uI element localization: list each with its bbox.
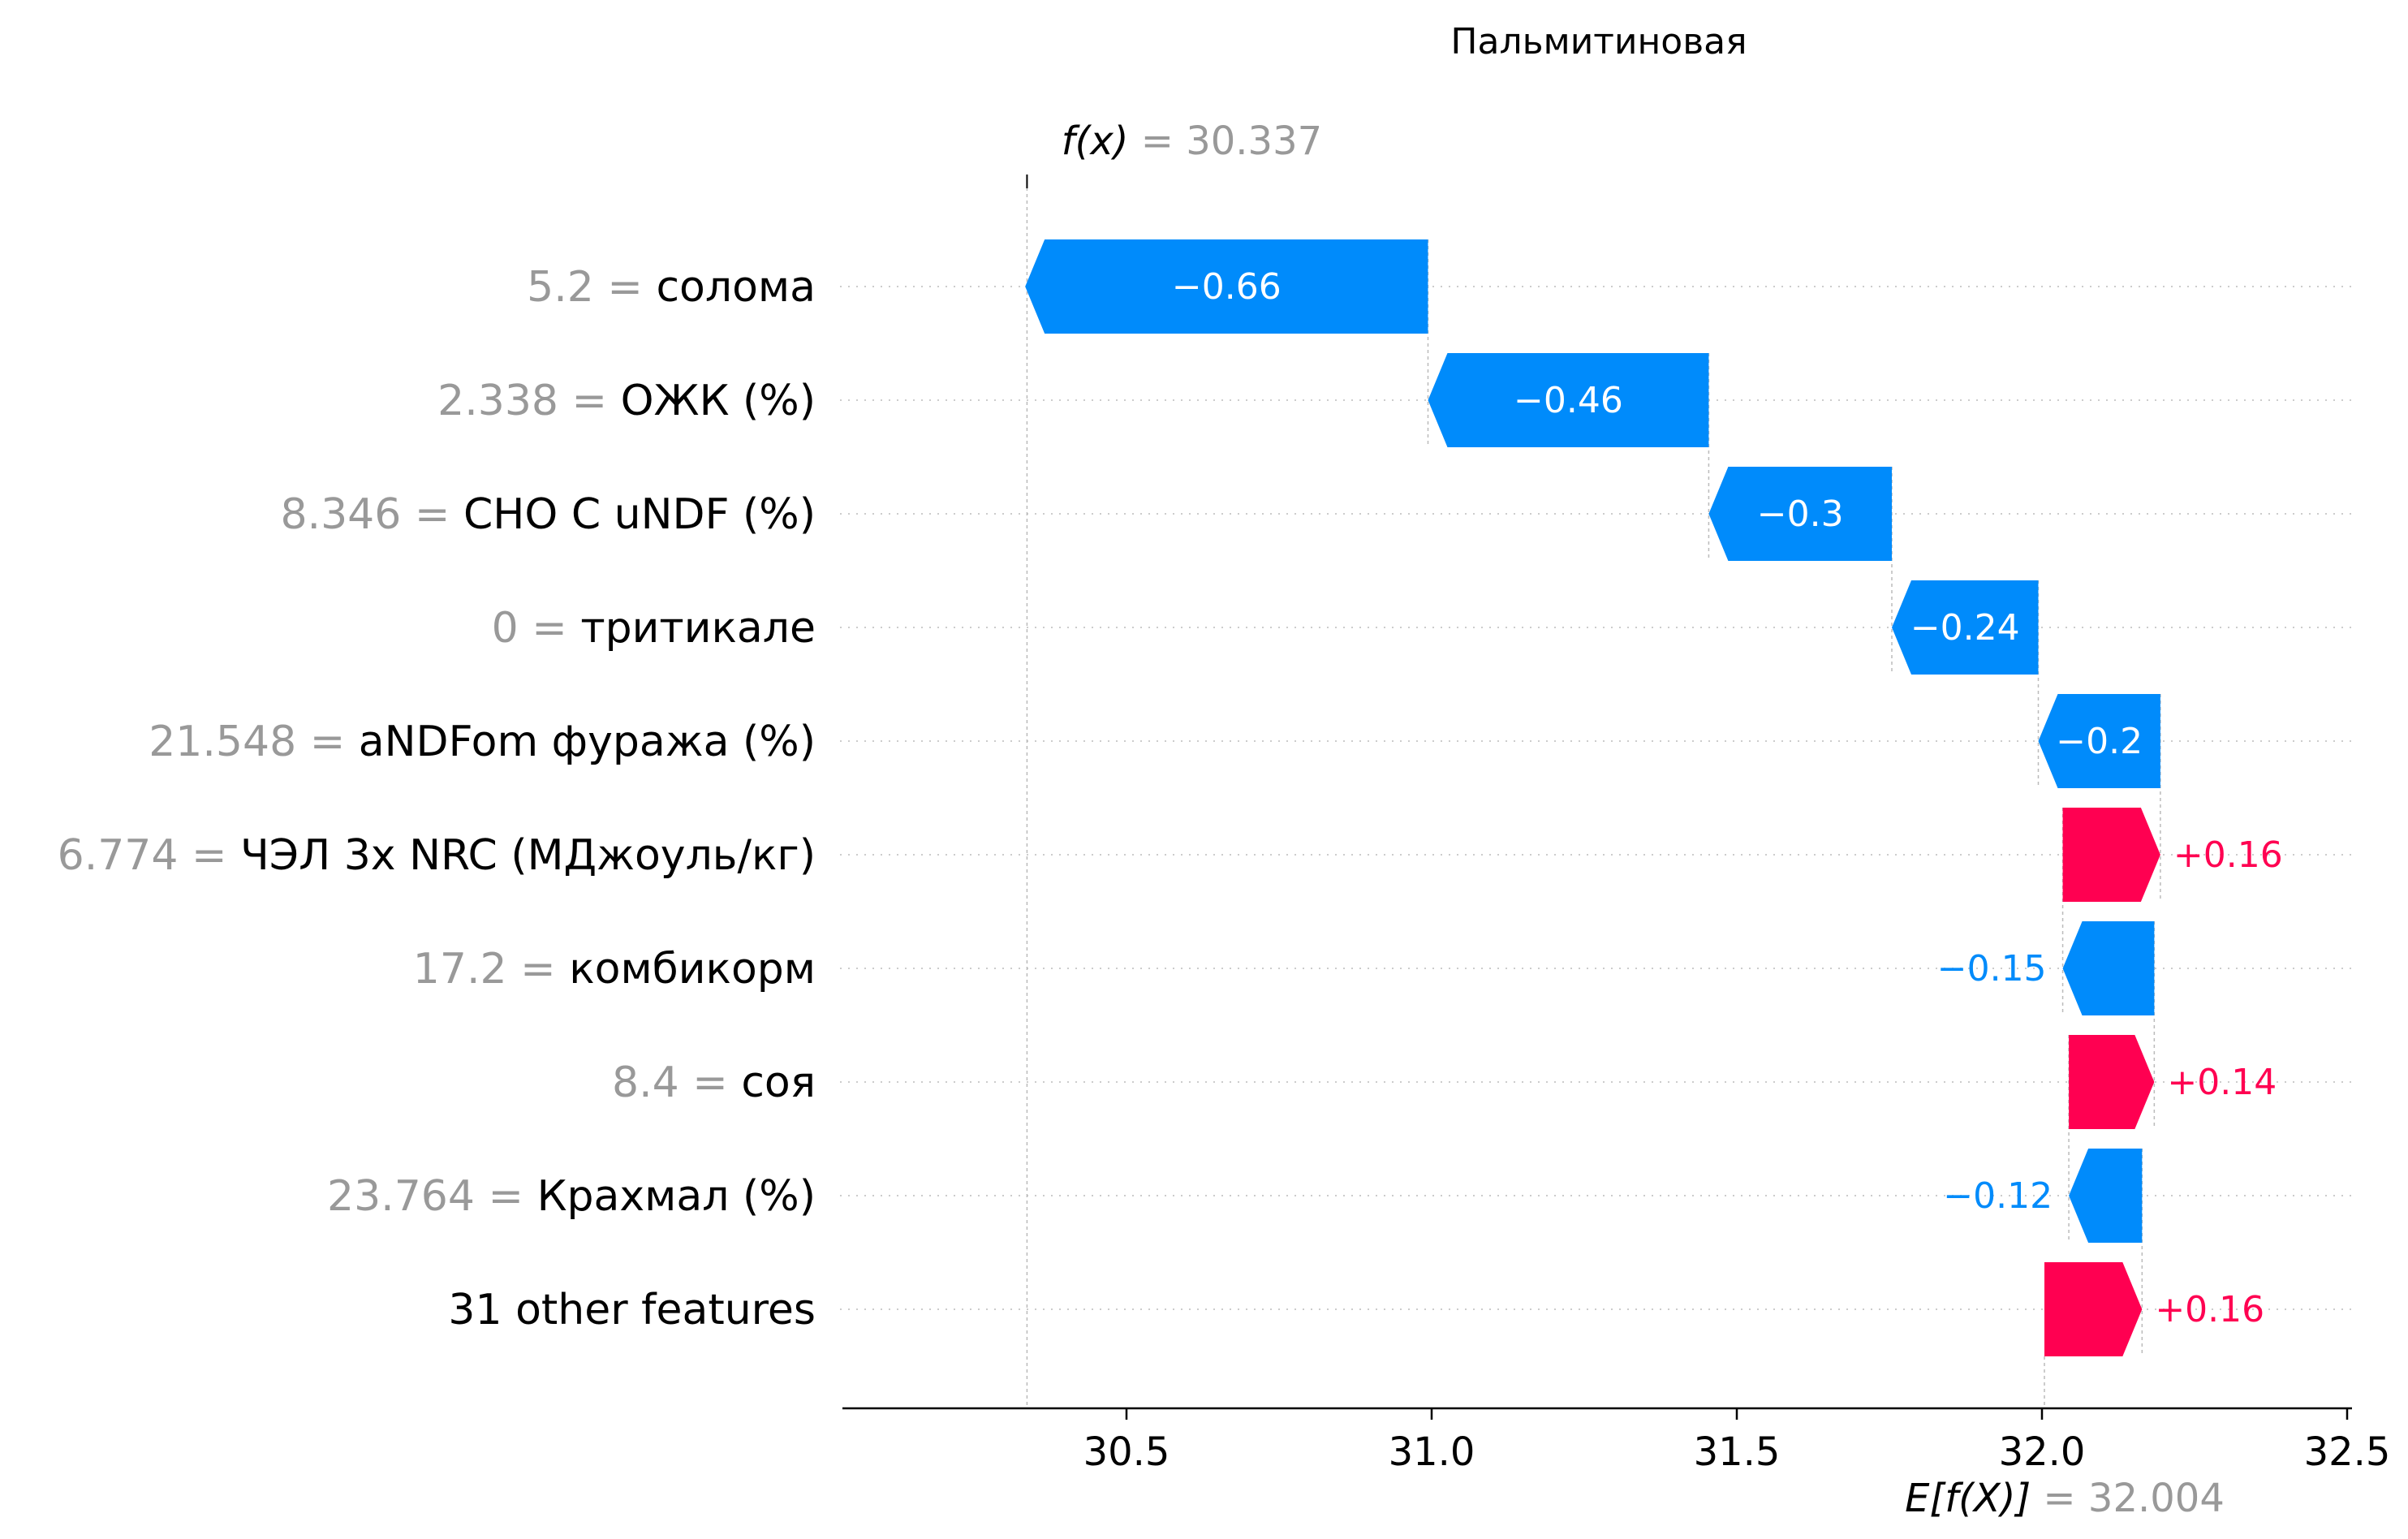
feature-label: 31 other features xyxy=(448,1286,816,1334)
x-tick-label: 30.5 xyxy=(1083,1429,1170,1475)
bar-value-label: +0.16 xyxy=(2173,834,2283,876)
bar xyxy=(2044,1262,2143,1356)
base-annotation-value: = 32.004 xyxy=(2031,1476,2225,1521)
feature-name: Крахмал (%) xyxy=(537,1172,816,1221)
feature-value: 8.346 = xyxy=(280,490,463,539)
bar xyxy=(1892,580,2039,675)
feature-value: 23.764 = xyxy=(327,1172,537,1221)
x-tick-label: 32.0 xyxy=(1999,1429,2086,1475)
feature-value: 5.2 = xyxy=(527,263,656,312)
bar-value-label: +0.16 xyxy=(2155,1289,2264,1330)
bars xyxy=(1025,239,2160,1356)
bar xyxy=(2069,1035,2155,1129)
bar-value-label: −0.24 xyxy=(1910,607,2020,649)
feature-name: 31 other features xyxy=(448,1286,816,1334)
feature-label: 8.346 = CHO C uNDF (%) xyxy=(280,490,816,539)
bar-value-label: −0.15 xyxy=(1937,948,2047,989)
feature-value: 0 = xyxy=(492,604,581,653)
feature-label: 6.774 = ЧЭЛ 3x NRC (МДжоуль/кг) xyxy=(58,831,816,880)
feature-name: тритикале xyxy=(580,604,816,653)
x-axis: 30.5 31.0 31.5 32.0 32.5 xyxy=(842,1407,2391,1475)
feature-label: 2.338 = ОЖК (%) xyxy=(437,377,816,425)
feature-name: соя xyxy=(741,1058,816,1107)
feature-name: CHO C uNDF (%) xyxy=(463,490,816,539)
feature-name: солома xyxy=(656,263,816,312)
fx-annotation: f(x) = 30.337 xyxy=(1062,119,1322,164)
feature-label: 23.764 = Крахмал (%) xyxy=(327,1172,816,1221)
fx-annotation-symbol: f(x) xyxy=(1062,119,1129,164)
feature-label: 0 = тритикале xyxy=(492,604,816,653)
feature-label: 8.4 = соя xyxy=(612,1058,816,1107)
x-tick-label: 31.5 xyxy=(1694,1429,1781,1475)
bar-value-label: −0.66 xyxy=(1172,266,1282,308)
feature-label: 5.2 = солома xyxy=(527,263,816,312)
feature-label: 17.2 = комбикорм xyxy=(413,945,816,994)
fx-annotation-value: = 30.337 xyxy=(1128,119,1322,164)
bar xyxy=(2062,921,2155,1015)
feature-name: aNDFom фуража (%) xyxy=(359,718,816,766)
base-annotation-symbol: E[f(X)] xyxy=(1905,1476,2031,1521)
bar xyxy=(1428,353,1709,447)
feature-value: 8.4 = xyxy=(612,1058,741,1107)
feature-value: 17.2 = xyxy=(413,945,569,994)
bar-value-label: −0.3 xyxy=(1757,494,1844,535)
bar xyxy=(2062,808,2160,902)
feature-value: 2.338 = xyxy=(437,377,621,425)
feature-name: комбикорм xyxy=(569,945,816,994)
feature-name: ЧЭЛ 3x NRC (МДжоуль/кг) xyxy=(240,831,816,880)
annotations: f(x) = 30.337 E[f(X)] = 32.004 xyxy=(1062,119,2225,1521)
bar-value-label: −0.2 xyxy=(2056,721,2143,762)
x-tick-label: 32.5 xyxy=(2304,1429,2391,1475)
feature-value: 21.548 = xyxy=(149,718,359,766)
feature-value: 6.774 = xyxy=(58,831,241,880)
bar-value-label: −0.12 xyxy=(1943,1175,2053,1217)
base-annotation: E[f(X)] = 32.004 xyxy=(1905,1476,2225,1521)
bar xyxy=(1025,239,1428,334)
bar-value-label: −0.46 xyxy=(1514,380,1623,421)
chart-title: Пальмитиновая xyxy=(1450,21,1747,63)
bar xyxy=(2069,1149,2143,1243)
bar-value-label: +0.14 xyxy=(2167,1062,2277,1103)
bar xyxy=(2038,694,2160,788)
x-tick-label: 31.0 xyxy=(1389,1429,1475,1475)
feature-label: 21.548 = aNDFom фуража (%) xyxy=(149,718,816,766)
feature-labels: −0.66 5.2 = солома −0.46 2.338 = ОЖК (%) −0.… xyxy=(58,263,2283,1334)
bar xyxy=(1708,467,1893,561)
feature-name: ОЖК (%) xyxy=(621,377,816,425)
